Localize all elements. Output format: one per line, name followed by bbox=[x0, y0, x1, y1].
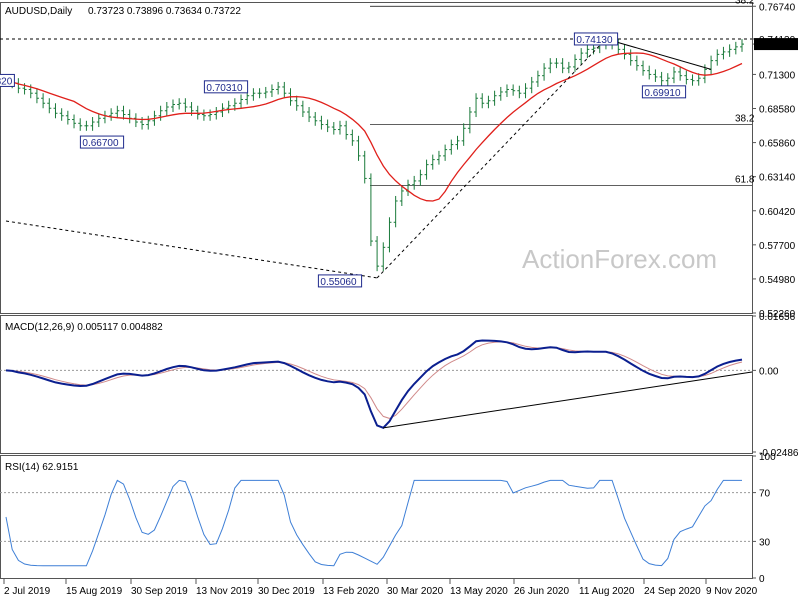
price-annotations: 0.74130 0.70310 0.66700 0.69910 0.55060 820 bbox=[0, 32, 687, 288]
date-tick-label: 13 Feb 2020 bbox=[323, 586, 380, 597]
price-annotation-box bbox=[79, 135, 125, 149]
fib-level-label: 38.2 bbox=[735, 0, 755, 6]
price-tick-label: 0.71300 bbox=[759, 70, 796, 81]
date-tick-label: 26 Jun 2020 bbox=[514, 586, 569, 597]
price-annotation-box bbox=[641, 85, 687, 99]
date-tick-label: 30 Sep 2019 bbox=[131, 586, 188, 597]
price-tick-label: 0.60420 bbox=[759, 207, 796, 218]
date-tick-label: 24 Sep 2020 bbox=[644, 586, 701, 597]
rsi-panel-frame bbox=[0, 455, 753, 579]
date-tick-label: 13 Nov 2019 bbox=[196, 586, 253, 597]
rsi-tick-label: 100 bbox=[759, 452, 776, 463]
rsi-tick-label: 30 bbox=[759, 537, 771, 548]
date-tick-label: 11 Aug 2020 bbox=[579, 586, 635, 597]
price-annotation-label: 820 bbox=[0, 76, 13, 87]
price-annotation-box bbox=[317, 274, 363, 288]
date-tick-label: 30 Dec 2019 bbox=[258, 586, 315, 597]
price-plot bbox=[4, 35, 744, 279]
moving-average-line bbox=[5, 52, 743, 202]
macd-tick-label: 0.00 bbox=[759, 366, 779, 377]
price-axis: 0.767400.741300.737220.713000.685800.658… bbox=[752, 2, 798, 320]
price-levels: 38.2 38.2 61.8 bbox=[0, 0, 755, 186]
rsi-line bbox=[5, 479, 742, 567]
falling-trendline bbox=[605, 38, 712, 70]
macd-plot bbox=[5, 339, 753, 429]
dashed-uptrend-line bbox=[376, 38, 607, 279]
price-tick-label: 0.68580 bbox=[759, 105, 796, 116]
macd-title: MACD(12,26,9) 0.005117 0.004882 bbox=[5, 322, 163, 333]
date-tick-label: 15 Aug 2019 bbox=[66, 586, 123, 597]
fib-level-label: 61.8 bbox=[735, 174, 755, 185]
date-tick-label: 13 May 2020 bbox=[450, 586, 508, 597]
rsi-axis: 100 70 30 0 bbox=[0, 452, 776, 585]
price-annotation-label: 0.55060 bbox=[320, 277, 357, 288]
price-tick-label: 0.52260 bbox=[759, 309, 796, 320]
rsi-tick-label: 70 bbox=[759, 489, 771, 500]
macd-line bbox=[5, 339, 743, 429]
header-symbol: AUDUSD,Daily bbox=[5, 6, 72, 17]
header-ohlc: 0.73723 0.73896 0.73634 0.73722 bbox=[88, 6, 241, 17]
rsi-title: RSI(14) 62.9151 bbox=[5, 462, 79, 473]
price-annotation-label: 0.69910 bbox=[644, 88, 681, 99]
macd-axis: 0.01656 0.00 -0.02486 bbox=[0, 312, 799, 459]
price-tick-label: 0.65860 bbox=[759, 139, 796, 150]
price-tick-label: 0.54980 bbox=[759, 275, 796, 286]
price-annotation-label: 0.74130 bbox=[576, 35, 613, 46]
date-axis: 2 Jul 2019 15 Aug 2019 30 Sep 2019 13 Nov 2… bbox=[3, 579, 758, 597]
price-annotation-box bbox=[0, 73, 15, 87]
dashed-trendline bbox=[5, 220, 378, 279]
price-annotation-box bbox=[203, 80, 249, 94]
macd-trendline bbox=[383, 371, 753, 429]
rsi-plot bbox=[5, 479, 742, 567]
rsi-tick-label: 0 bbox=[759, 574, 765, 585]
macd-tick-label: -0.02486 bbox=[759, 448, 799, 459]
last-price-box bbox=[754, 38, 798, 51]
price-annotation-label: 0.66700 bbox=[82, 138, 119, 149]
macd-signal-line bbox=[5, 341, 743, 419]
price-tick-label: 0.76740 bbox=[759, 2, 796, 13]
price-annotation-box bbox=[573, 32, 619, 46]
price-tick-label: 0.63140 bbox=[759, 173, 796, 184]
macd-panel-frame bbox=[0, 315, 753, 454]
price-tick-label: 0.73722 bbox=[759, 40, 796, 51]
price-tick-label: 0.57700 bbox=[759, 241, 796, 252]
fib-level-label: 38.2 bbox=[735, 114, 755, 125]
price-panel-frame bbox=[0, 2, 753, 314]
watermark: ActionForex.com bbox=[522, 244, 717, 274]
date-tick-label: 9 Nov 2020 bbox=[706, 586, 758, 597]
date-tick-label: 30 Mar 2020 bbox=[387, 586, 444, 597]
price-annotation-label: 0.70310 bbox=[206, 83, 243, 94]
date-tick-label: 2 Jul 2019 bbox=[4, 586, 51, 597]
macd-tick-label: 0.01656 bbox=[759, 312, 796, 323]
